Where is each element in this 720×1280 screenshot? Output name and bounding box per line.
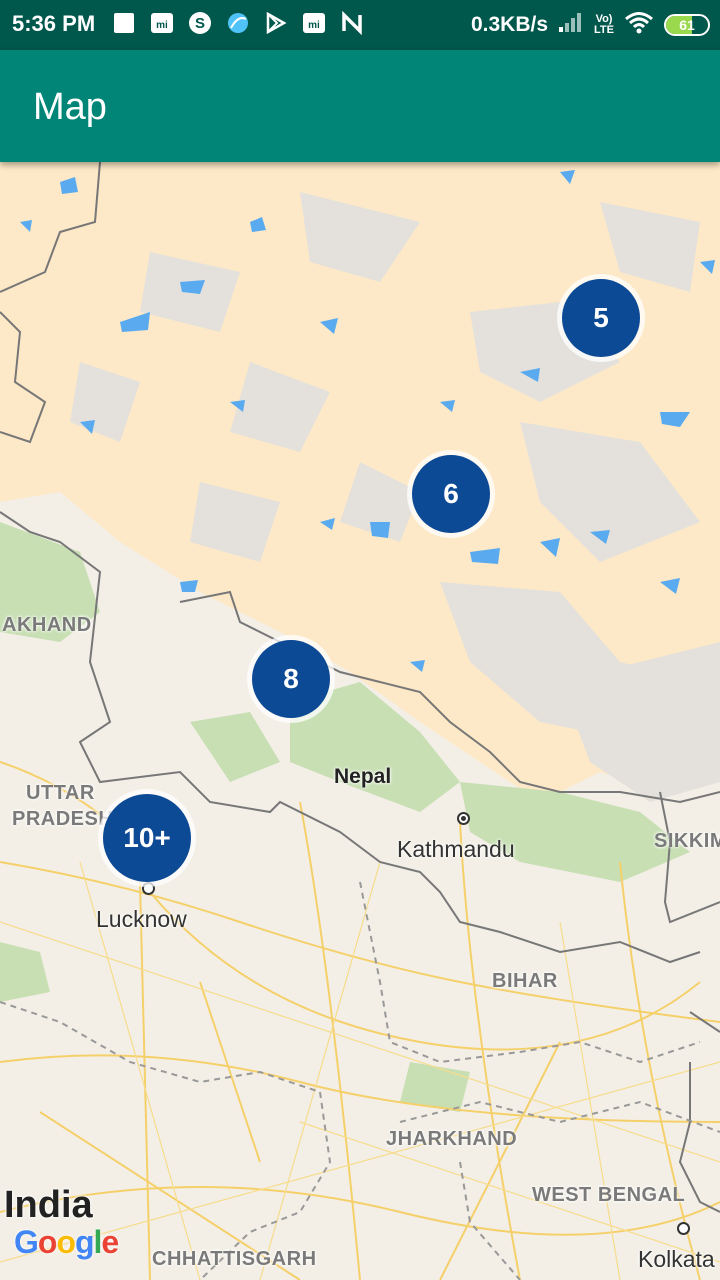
system-status-icons: 0.3KB/s Vo) LTE 61 [471,10,710,39]
region-label-west-bengal: WEST BENGAL [532,1184,686,1206]
skype-icon: S [188,11,212,35]
region-label-sikkim: SIKKIM [654,830,720,852]
svg-text:mi: mi [308,20,320,31]
notification-icons: mi S mi [112,11,364,35]
volte-indicator: Vo) LTE [594,12,614,36]
browser-icon [226,11,250,35]
city-marker-lucknow [142,882,155,895]
play-store-icon [264,11,288,35]
google-logo[interactable]: Google [14,1224,119,1261]
city-marker-kathmandu [457,812,470,825]
battery-level: 61 [679,16,695,33]
google-letter-o2: o [56,1224,76,1260]
battery-fill [666,15,692,34]
city-label-lucknow: Lucknow [96,906,187,932]
region-label-uttar-pradesh-1: UTTAR [26,782,95,804]
cluster-marker-5[interactable]: 5 [562,279,640,357]
region-label-bihar: BIHAR [492,970,558,992]
battery-icon: 61 [664,13,710,36]
country-label-nepal: Nepal [334,765,392,788]
status-time: 5:36 PM [12,11,96,36]
region-label-chhattisgarh: CHHATTISGARH [152,1248,317,1270]
n-app-icon [340,11,364,35]
mi-icon-2: mi [302,11,326,35]
page-title: Map [33,86,107,128]
cluster-marker-10-plus[interactable]: 10+ [103,794,191,882]
region-label-uttarakhand: AKHAND [2,614,92,636]
svg-text:S: S [195,15,205,32]
white-square-icon [112,11,136,35]
lte-label: LTE [594,23,614,36]
net-speed: 0.3KB/s [470,12,549,36]
svg-text:mi: mi [156,20,168,31]
city-label-kathmandu: Kathmandu [397,836,515,862]
status-bar: 5:36 PM mi S mi 0.3KB/s Vo) LTE 61 [0,0,720,50]
city-label-kolkata: Kolkata [638,1246,715,1272]
google-letter-e: e [101,1224,119,1260]
city-marker-kolkata [677,1222,690,1235]
region-label-jharkhand: JHARKHAND [386,1128,518,1150]
region-label-uttar-pradesh-2: PRADESH [12,808,114,830]
signal-icon [558,11,584,38]
google-letter-l: l [93,1224,103,1260]
google-letter-g2: g [74,1224,95,1260]
country-label-india: India [4,1184,93,1226]
cluster-marker-6[interactable]: 6 [412,455,490,533]
cluster-marker-8[interactable]: 8 [252,640,330,718]
google-letter-o1: o [37,1224,58,1260]
volte-label: Vo) [595,12,613,25]
mi-icon: mi [150,11,174,35]
map-view[interactable]: AKHAND UTTAR PRADESH SIKKIM BIHAR JHARKH… [0,162,720,1280]
app-bar: Map [0,50,720,162]
google-letter-g: G [14,1224,39,1260]
wifi-icon [624,10,654,39]
